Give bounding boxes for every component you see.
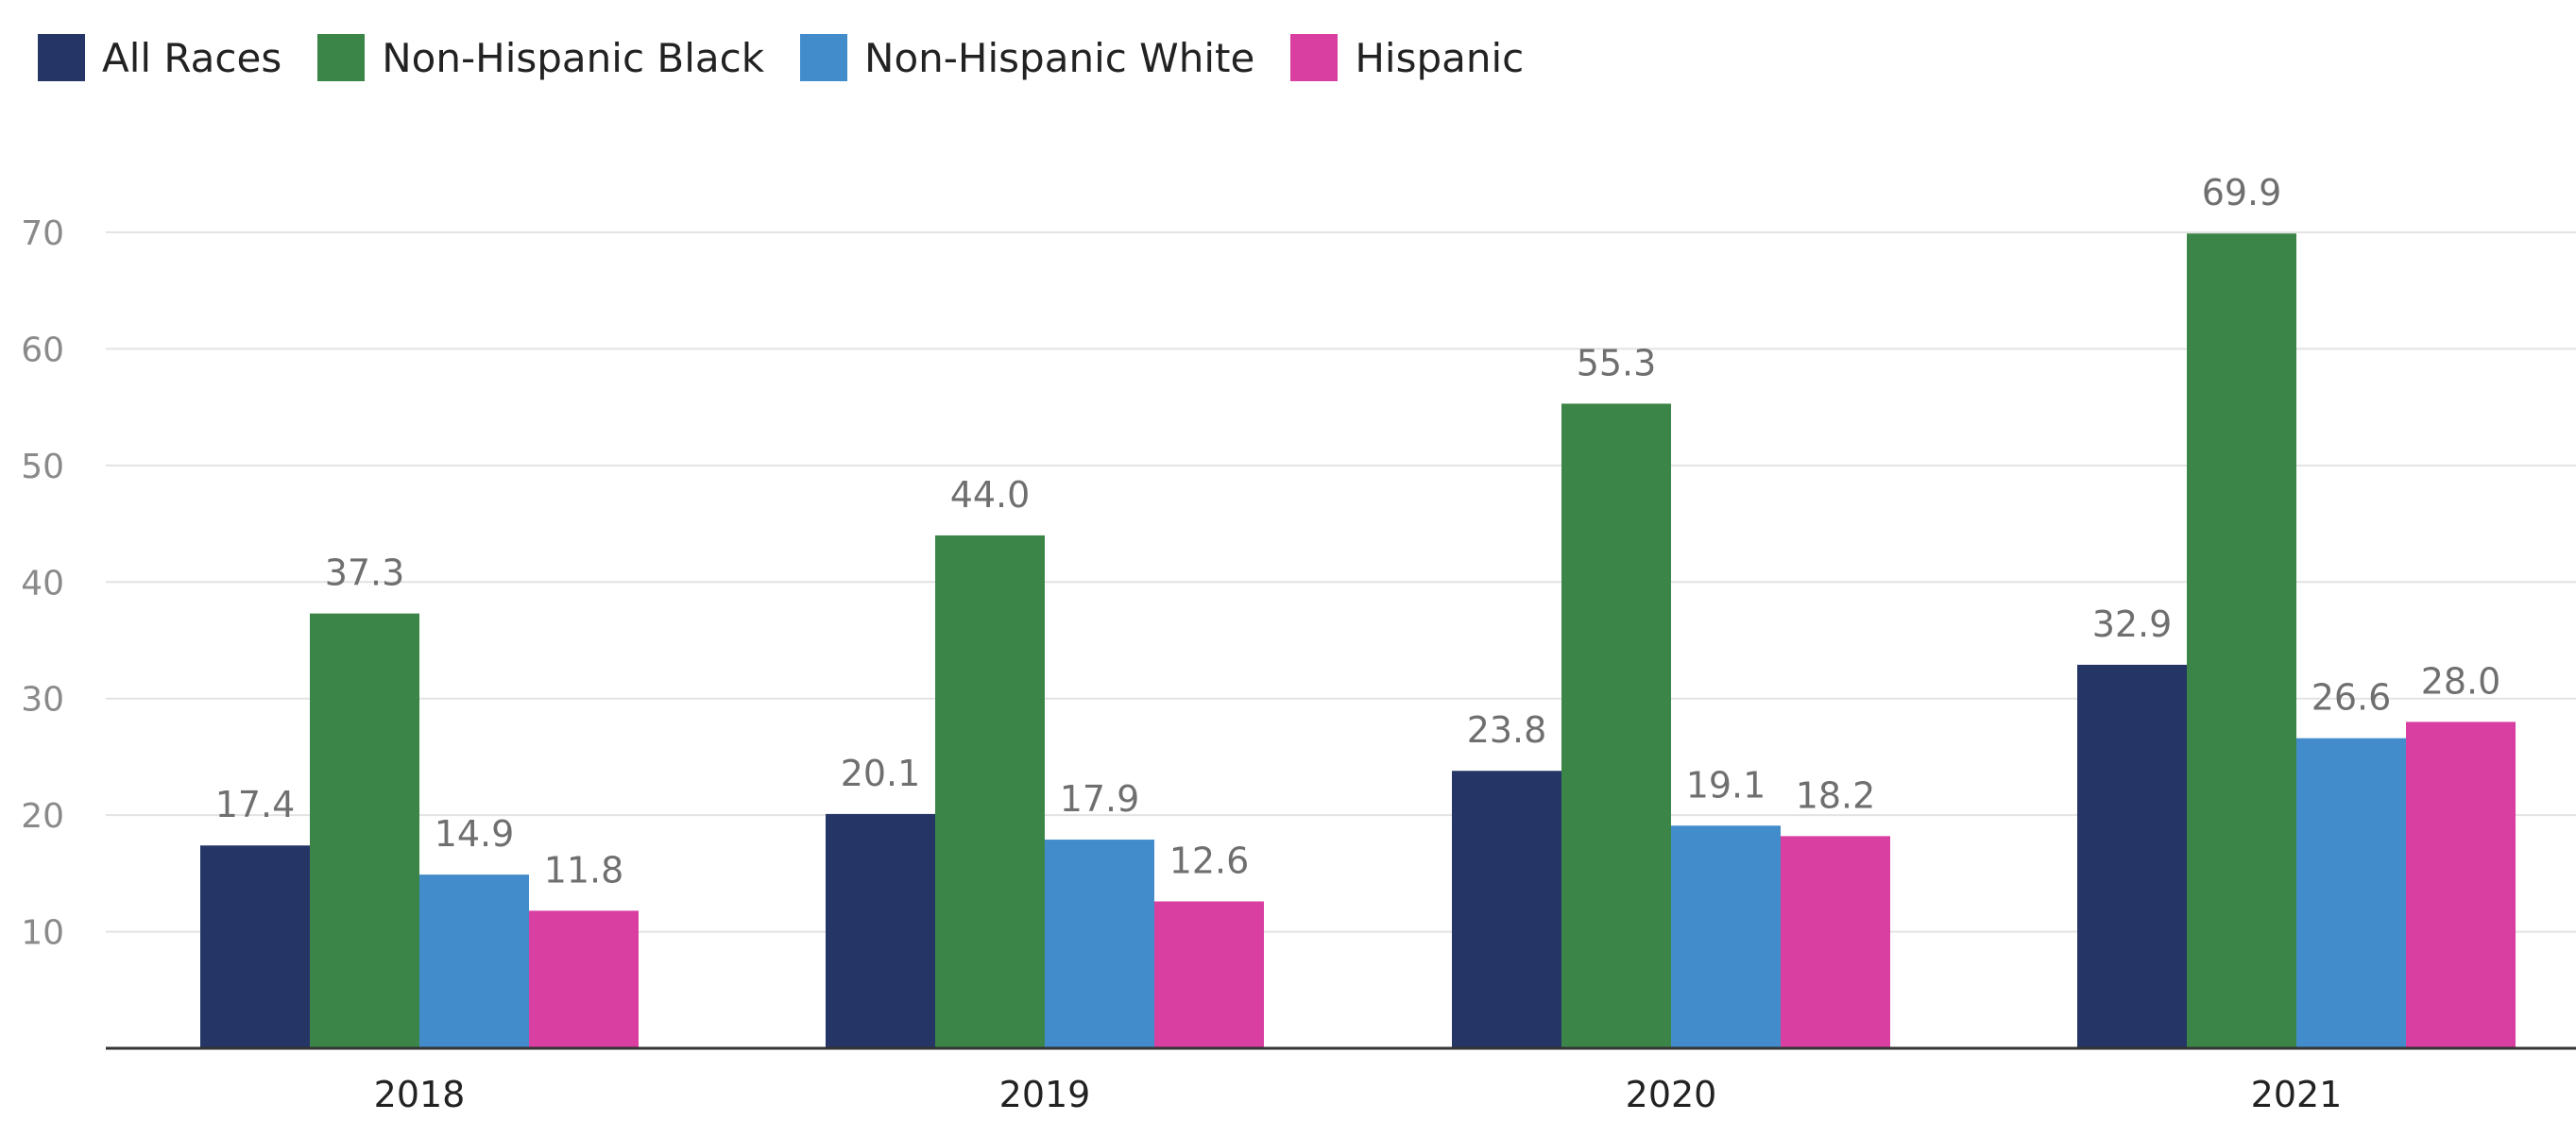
data-label: 19.1 bbox=[1686, 764, 1766, 806]
bar-non-hispanic-white-2021[interactable] bbox=[2296, 738, 2406, 1048]
data-label: 28.0 bbox=[2421, 660, 2501, 702]
x-tick-label: 2021 bbox=[2251, 1074, 2343, 1115]
bar-hispanic-2018[interactable] bbox=[529, 910, 639, 1048]
legend: All Races Non-Hispanic Black Non-Hispanic … bbox=[38, 26, 1560, 89]
bar-non-hispanic-white-2019[interactable] bbox=[1045, 840, 1154, 1048]
data-label: 17.4 bbox=[215, 784, 296, 825]
bar-hispanic-2019[interactable] bbox=[1154, 901, 1264, 1048]
data-label: 26.6 bbox=[2312, 677, 2392, 719]
y-tick-label: 40 bbox=[21, 564, 64, 603]
bars bbox=[200, 233, 2516, 1049]
y-tick-label: 60 bbox=[21, 331, 64, 369]
data-label: 44.0 bbox=[950, 474, 1031, 516]
legend-swatch bbox=[1290, 34, 1339, 81]
legend-label: Hispanic bbox=[1355, 34, 1525, 81]
legend-swatch bbox=[38, 34, 85, 81]
data-label: 11.8 bbox=[544, 849, 624, 891]
y-tick-label: 30 bbox=[21, 681, 64, 720]
data-label: 18.2 bbox=[1796, 774, 1876, 816]
y-tick-label: 20 bbox=[21, 797, 64, 836]
data-label: 32.9 bbox=[2092, 603, 2173, 645]
data-label: 12.6 bbox=[1169, 840, 1250, 881]
x-tick-label: 2018 bbox=[374, 1074, 466, 1115]
legend-swatch bbox=[800, 34, 848, 81]
bar-non-hispanic-white-2018[interactable] bbox=[419, 875, 529, 1048]
bar-all-races-2021[interactable] bbox=[2077, 664, 2187, 1048]
legend-item-hispanic[interactable]: Hispanic bbox=[1290, 34, 1524, 81]
bar-non-hispanic-white-2020[interactable] bbox=[1671, 825, 1781, 1048]
data-label: 23.8 bbox=[1467, 709, 1547, 751]
data-label: 37.3 bbox=[325, 552, 405, 594]
legend-label: All Races bbox=[102, 34, 282, 81]
legend-label: Non-Hispanic Black bbox=[382, 34, 765, 81]
bar-hispanic-2021[interactable] bbox=[2406, 722, 2516, 1048]
bar-all-races-2020[interactable] bbox=[1452, 771, 1561, 1048]
data-label: 17.9 bbox=[1060, 778, 1140, 820]
bar-non-hispanic-black-2019[interactable] bbox=[935, 535, 1045, 1048]
y-tick-label: 50 bbox=[21, 448, 64, 486]
bar-hispanic-2020[interactable] bbox=[1781, 836, 1890, 1048]
bar-non-hispanic-black-2021[interactable] bbox=[2187, 233, 2296, 1049]
legend-item-all-races[interactable]: All Races bbox=[38, 34, 281, 81]
bar-non-hispanic-black-2018[interactable] bbox=[310, 613, 419, 1048]
y-tick-label: 10 bbox=[21, 914, 64, 953]
data-label: 55.3 bbox=[1577, 342, 1657, 383]
legend-swatch bbox=[317, 34, 366, 81]
data-label: 69.9 bbox=[2202, 172, 2282, 213]
legend-label: Non-Hispanic White bbox=[864, 34, 1255, 81]
x-tick-label: 2020 bbox=[1626, 1074, 1717, 1115]
x-axis-ticks: 2018 2019 2020 2021 bbox=[374, 1074, 2343, 1115]
data-label: 14.9 bbox=[435, 813, 515, 855]
legend-item-non-hispanic-white[interactable]: Non-Hispanic White bbox=[800, 34, 1254, 81]
data-labels: 17.4 37.3 14.9 11.8 20.1 44.0 17.9 12.6 23.8 55.3… bbox=[215, 172, 2501, 891]
x-tick-label: 2019 bbox=[999, 1074, 1091, 1115]
bar-all-races-2019[interactable] bbox=[826, 813, 935, 1048]
legend-item-non-hispanic-black[interactable]: Non-Hispanic Black bbox=[317, 34, 764, 81]
bar-all-races-2018[interactable] bbox=[200, 845, 310, 1048]
bar-non-hispanic-black-2020[interactable] bbox=[1561, 403, 1671, 1048]
data-label: 20.1 bbox=[841, 753, 921, 794]
y-tick-label: 70 bbox=[21, 214, 64, 253]
y-axis-ticks: 10 20 30 40 50 60 70 bbox=[21, 214, 64, 953]
